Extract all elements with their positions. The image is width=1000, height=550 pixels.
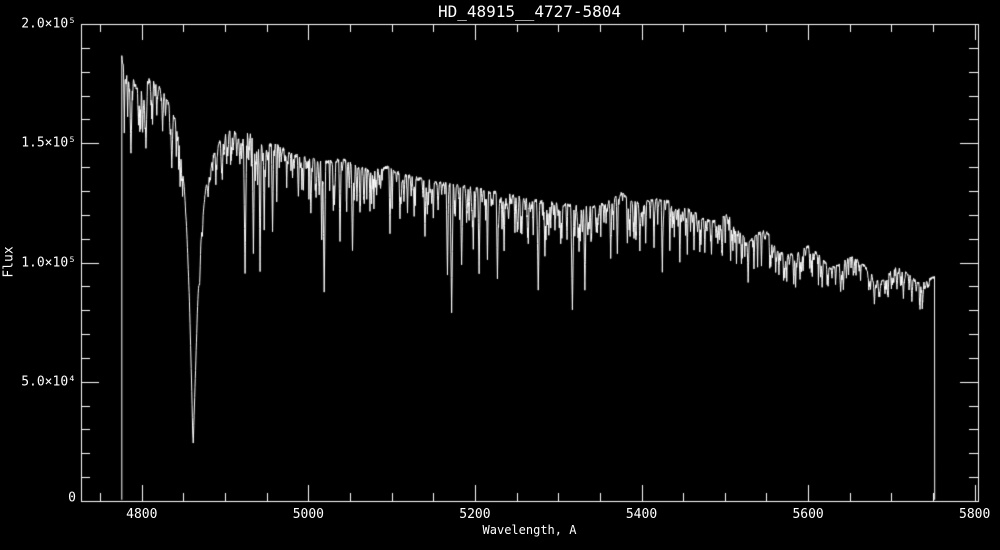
x-tick-label: 5800 <box>959 507 991 522</box>
y-tick-label: 5.0×10⁴ <box>21 374 76 390</box>
y-tick-label: 0 <box>68 490 76 506</box>
plot-title: HD_48915__4727-5804 <box>437 2 622 21</box>
y-tick-label: 1.0×10⁵ <box>21 255 76 270</box>
x-tick-label: 5000 <box>292 507 325 522</box>
x-tick-label: 5600 <box>792 507 824 522</box>
x-tick-label: 4800 <box>126 507 158 522</box>
y-tick-label: 1.5×10⁵ <box>21 135 76 151</box>
x-tick-label: 5200 <box>459 507 491 522</box>
x-tick-label: 5400 <box>625 507 658 522</box>
y-tick-label: 2.0×10⁵ <box>21 16 76 32</box>
x-axis-label: Wavelength, A <box>482 523 577 537</box>
